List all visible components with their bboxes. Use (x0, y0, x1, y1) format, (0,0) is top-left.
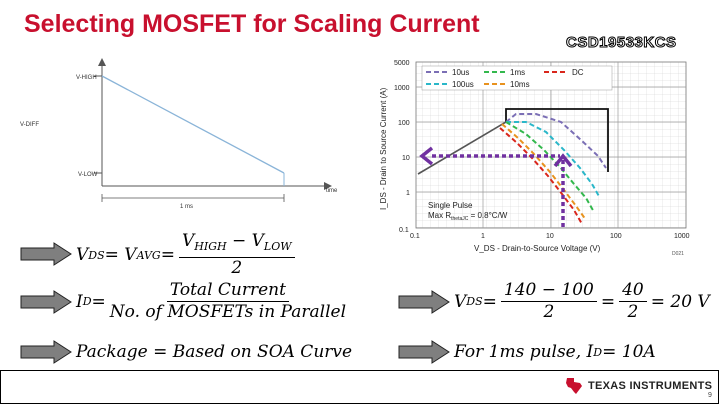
x-tick-label: 100 (610, 233, 622, 240)
waveform-diagram: V-HIGH V-DIFF V-LOW time 1 ms (20, 58, 338, 210)
x-tick-label: 0.1 (410, 233, 420, 240)
guide-arrowhead-up (553, 153, 573, 168)
legend-label-10us: 10us (452, 68, 469, 77)
soa-chart: I_DS - Drain to Source Current (A) 0.1 1… (379, 60, 690, 257)
slide-title: Selecting MOSFET for Scaling Current (24, 10, 480, 38)
package-limit-line (505, 108, 609, 172)
texas-state-icon (566, 378, 582, 394)
footer-bar (0, 370, 719, 404)
y-tick-label: 5000 (394, 60, 410, 67)
legend-label-100us: 100us (452, 80, 474, 89)
x-tick-label: 1000 (674, 233, 690, 240)
part-number: CSD19533KCS (566, 34, 677, 52)
ti-logo: TEXAS INSTRUMENTS (564, 376, 712, 396)
guide-arrowhead-left (419, 146, 434, 166)
rdson-limit-line (417, 121, 507, 175)
chart-annotation-line1: Single Pulse (428, 201, 473, 210)
company-name: TEXAS INSTRUMENTS (588, 380, 713, 392)
y-tick-label: 10 (402, 155, 410, 162)
page-number: 9 (708, 392, 712, 399)
x-tick-label: 1 (481, 233, 485, 240)
chart-footnote: D021 (672, 251, 684, 257)
y-tick-label: 1000 (394, 85, 410, 92)
package-equation: Package = Based on SOA Curve (76, 342, 353, 362)
chart-legend (421, 65, 613, 91)
soa-curve-10us (505, 113, 607, 169)
y-tick-label: 0.1 (399, 227, 409, 234)
soa-curve-10ms (501, 123, 587, 221)
soa-curve-dc (499, 127, 583, 225)
y-tick-label: 1 (406, 190, 410, 197)
legend-label-10ms: 10ms (510, 80, 530, 89)
soa-curve-100us (506, 121, 601, 199)
y-tick-label: 100 (398, 120, 410, 127)
time-label: time (326, 188, 338, 194)
vds-calculation-equation: V DS = 140 − 100 2 = 40 2 = 20 V (454, 280, 710, 322)
duration-label: 1 ms (180, 204, 193, 210)
x-tick-label: 10 (546, 233, 554, 240)
bullet-arrow-vds-def (20, 242, 72, 266)
v-high-label: V-HIGH (76, 75, 97, 81)
v-diff-label: V-DIFF (20, 122, 39, 128)
legend-label-1ms: 1ms (510, 68, 525, 77)
waveform-ramp (101, 75, 285, 174)
legend-label-dc: DC (572, 68, 584, 77)
x-axis-label: V_DS - Drain-to-Source Voltage (V) (474, 244, 601, 253)
bullet-arrow-vds-calc (398, 290, 450, 314)
chart-annotation-line2: Max RthetaJC = 0.8°C/W (428, 211, 508, 222)
y-axis-label: I_DS - Drain to Source Current (A) (379, 87, 388, 210)
bullet-arrow-id-calc (398, 340, 450, 364)
v-low-label: V-LOW (78, 172, 98, 178)
bullet-arrow-package (20, 340, 72, 364)
vds-definition-equation: V DS = V AVG = VHIGH − VLOW 2 (76, 232, 299, 278)
bullet-arrow-id-def (20, 290, 72, 314)
